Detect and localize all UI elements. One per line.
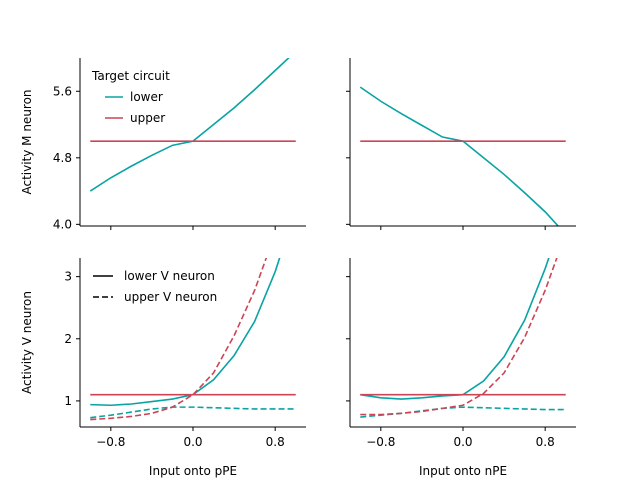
x-tick-label: 0.8 — [266, 435, 285, 449]
series-line-bottom-right-1 — [360, 406, 566, 418]
series-line-bottom-right-2 — [360, 258, 558, 416]
y-tick-label: 3 — [64, 270, 72, 284]
y-axis-label: Activity M neuron — [20, 89, 34, 194]
legend-entry-label: lower — [130, 90, 163, 104]
legend-entry-label: lower V neuron — [124, 269, 215, 283]
legend-title: Target circuit — [91, 69, 170, 83]
y-tick-label: 2 — [64, 332, 72, 346]
y-tick-label: 5.6 — [53, 84, 72, 98]
x-tick-label: −0.8 — [366, 435, 395, 449]
x-tick-label: −0.8 — [96, 435, 125, 449]
series-line-bottom-left-1 — [90, 406, 296, 419]
x-tick-label: 0.0 — [453, 435, 472, 449]
series-line-bottom-right-0 — [360, 258, 550, 400]
x-tick-label: 0.8 — [536, 435, 555, 449]
series-line-bottom-left-0 — [90, 258, 281, 407]
y-tick-label: 1 — [64, 394, 72, 408]
x-axis-label: Input onto pPE — [149, 464, 237, 478]
series-line-top-right-0 — [359, 86, 560, 226]
legend-entry-label: upper V neuron — [124, 290, 217, 304]
y-tick-label: 4.8 — [53, 151, 72, 165]
x-axis-label: Input onto nPE — [419, 464, 507, 478]
y-tick-label: 4.0 — [53, 217, 72, 231]
x-tick-label: 0.0 — [183, 435, 202, 449]
y-axis-label: Activity V neuron — [20, 291, 34, 394]
legend-entry-label: upper — [130, 111, 165, 125]
